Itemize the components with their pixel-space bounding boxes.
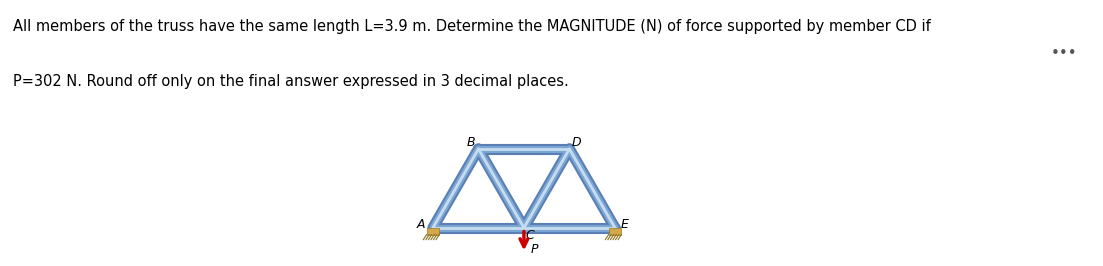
FancyBboxPatch shape <box>609 228 621 235</box>
Text: All members of the truss have the same length L=3.9 m. Determine the MAGNITUDE (: All members of the truss have the same l… <box>13 19 931 34</box>
Text: D: D <box>571 136 581 149</box>
Text: A: A <box>417 218 426 231</box>
Text: •••: ••• <box>1051 46 1078 61</box>
FancyBboxPatch shape <box>427 228 439 235</box>
Text: E: E <box>621 218 629 231</box>
Text: P: P <box>531 243 538 256</box>
Text: B: B <box>467 136 475 149</box>
Text: P=302 N. Round off only on the final answer expressed in 3 decimal places.: P=302 N. Round off only on the final ans… <box>13 74 569 89</box>
Text: C: C <box>525 228 534 242</box>
